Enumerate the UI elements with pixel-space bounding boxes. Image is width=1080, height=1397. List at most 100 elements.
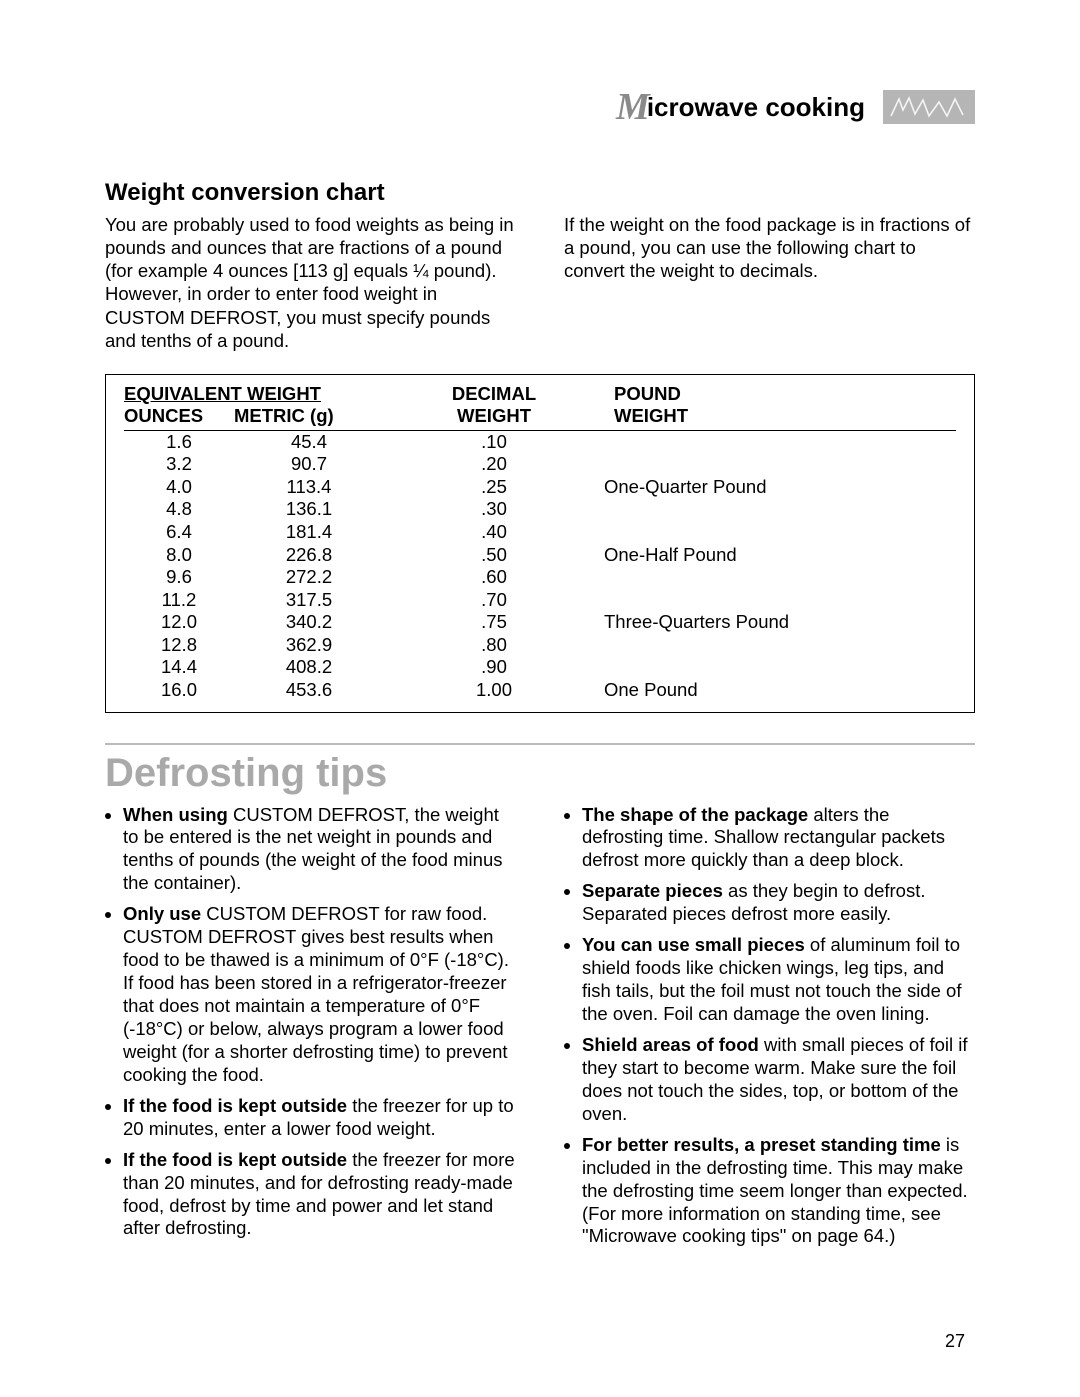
cell-pound: Three-Quarters Pound xyxy=(604,611,956,634)
th-equiv-weight: EQUIVALENT WEIGHT xyxy=(124,383,321,404)
section-divider xyxy=(105,743,975,745)
cell-pound xyxy=(604,656,956,679)
cell-metric: 136.1 xyxy=(234,498,384,521)
table-row: 4.0113.4.25One-Quarter Pound xyxy=(124,476,956,499)
conversion-table-frame: EQUIVALENT WEIGHT DECIMAL POUND OUNCES M… xyxy=(105,374,975,713)
cell-pound xyxy=(604,521,956,544)
cell-pound xyxy=(604,566,956,589)
cell-decimal: .25 xyxy=(384,476,604,499)
cell-ounces: 11.2 xyxy=(124,589,234,612)
cell-pound xyxy=(604,589,956,612)
cell-metric: 362.9 xyxy=(234,634,384,657)
tips-right-list: The shape of the package alters the defr… xyxy=(564,804,975,1257)
table-row: 9.6272.2.60 xyxy=(124,566,956,589)
page-number: 27 xyxy=(945,1331,965,1352)
cell-decimal: 1.00 xyxy=(384,679,604,702)
brand-badge-icon xyxy=(883,90,975,124)
table-row: 1.645.4.10 xyxy=(124,430,956,453)
table-row: 11.2317.5.70 xyxy=(124,589,956,612)
cell-ounces: 8.0 xyxy=(124,544,234,567)
cell-pound: One Pound xyxy=(604,679,956,702)
list-item: If the food is kept outside the freezer … xyxy=(123,1095,516,1141)
cell-metric: 113.4 xyxy=(234,476,384,499)
tips-columns: When using CUSTOM DEFROST, the weight to… xyxy=(105,804,975,1257)
table-row: 4.8136.1.30 xyxy=(124,498,956,521)
tip-bold: Shield areas of food xyxy=(582,1034,759,1055)
page-root: Microwave cooking Weight conversion char… xyxy=(0,0,1080,1397)
cell-metric: 181.4 xyxy=(234,521,384,544)
table-row: 14.4408.2.90 xyxy=(124,656,956,679)
cell-pound xyxy=(604,430,956,453)
cell-pound xyxy=(604,453,956,476)
table-row: 16.0453.61.00One Pound xyxy=(124,679,956,702)
table-row: 3.290.7.20 xyxy=(124,453,956,476)
cell-metric: 90.7 xyxy=(234,453,384,476)
list-item: Only use CUSTOM DEFROST for raw food. CU… xyxy=(123,903,516,1087)
table-row: 12.8362.9.80 xyxy=(124,634,956,657)
cell-ounces: 6.4 xyxy=(124,521,234,544)
table-row: 12.0340.2.75Three-Quarters Pound xyxy=(124,611,956,634)
cell-pound: One-Quarter Pound xyxy=(604,476,956,499)
page-header: Microwave cooking xyxy=(105,85,975,129)
th-decimal-top: DECIMAL xyxy=(452,383,536,404)
cell-metric: 45.4 xyxy=(234,430,384,453)
cell-decimal: .50 xyxy=(384,544,604,567)
header-title-rest: icrowave cooking xyxy=(647,92,865,122)
cell-decimal: .60 xyxy=(384,566,604,589)
list-item: Shield areas of food with small pieces o… xyxy=(582,1034,975,1126)
tip-bold: The shape of the package xyxy=(582,804,808,825)
intro-columns: You are probably used to food weights as… xyxy=(105,213,975,352)
th-pound-top: POUND xyxy=(614,383,681,404)
intro-left-text: You are probably used to food weights as… xyxy=(105,213,516,352)
tip-bold: For better results, a preset standing ti… xyxy=(582,1134,941,1155)
cell-metric: 226.8 xyxy=(234,544,384,567)
cell-metric: 453.6 xyxy=(234,679,384,702)
th-ounces: OUNCES xyxy=(124,405,203,426)
cell-decimal: .10 xyxy=(384,430,604,453)
th-metric: METRIC (g) xyxy=(234,405,334,426)
cell-decimal: .90 xyxy=(384,656,604,679)
cell-ounces: 12.8 xyxy=(124,634,234,657)
cell-metric: 340.2 xyxy=(234,611,384,634)
header-script-m: M xyxy=(616,86,650,128)
tip-bold: If the food is kept outside xyxy=(123,1095,347,1116)
table-row: 8.0226.8.50One-Half Pound xyxy=(124,544,956,567)
tip-bold: When using xyxy=(123,804,228,825)
cell-decimal: .75 xyxy=(384,611,604,634)
cell-metric: 272.2 xyxy=(234,566,384,589)
cell-decimal: .20 xyxy=(384,453,604,476)
cell-decimal: .30 xyxy=(384,498,604,521)
tip-bold: Only use xyxy=(123,903,201,924)
cell-decimal: .80 xyxy=(384,634,604,657)
th-pound-bot: WEIGHT xyxy=(614,405,688,426)
tip-bold: Separate pieces xyxy=(582,880,723,901)
conversion-table-body: 1.645.4.103.290.7.204.0113.4.25One-Quart… xyxy=(124,430,956,701)
conversion-table: EQUIVALENT WEIGHT DECIMAL POUND OUNCES M… xyxy=(124,383,956,702)
list-item: If the food is kept outside the freezer … xyxy=(123,1149,516,1241)
cell-decimal: .70 xyxy=(384,589,604,612)
cell-pound xyxy=(604,498,956,521)
cell-metric: 408.2 xyxy=(234,656,384,679)
list-item: Separate pieces as they begin to defrost… xyxy=(582,880,975,926)
table-row: 6.4181.4.40 xyxy=(124,521,956,544)
cell-ounces: 9.6 xyxy=(124,566,234,589)
list-item: For better results, a preset standing ti… xyxy=(582,1134,975,1249)
header-title: Microwave cooking xyxy=(616,85,865,129)
cell-ounces: 14.4 xyxy=(124,656,234,679)
weight-chart-subtitle: Weight conversion chart xyxy=(105,179,975,207)
cell-decimal: .40 xyxy=(384,521,604,544)
tips-left-list: When using CUSTOM DEFROST, the weight to… xyxy=(105,804,516,1257)
tip-bold: If the food is kept outside xyxy=(123,1149,347,1170)
th-decimal-bot: WEIGHT xyxy=(457,405,531,426)
cell-ounces: 12.0 xyxy=(124,611,234,634)
cell-pound: One-Half Pound xyxy=(604,544,956,567)
cell-ounces: 3.2 xyxy=(124,453,234,476)
tip-bold: You can use small pieces xyxy=(582,934,805,955)
cell-pound xyxy=(604,634,956,657)
cell-ounces: 4.8 xyxy=(124,498,234,521)
intro-right-text: If the weight on the food package is in … xyxy=(564,213,975,352)
cell-ounces: 16.0 xyxy=(124,679,234,702)
list-item: The shape of the package alters the defr… xyxy=(582,804,975,873)
cell-ounces: 4.0 xyxy=(124,476,234,499)
list-item: When using CUSTOM DEFROST, the weight to… xyxy=(123,804,516,896)
